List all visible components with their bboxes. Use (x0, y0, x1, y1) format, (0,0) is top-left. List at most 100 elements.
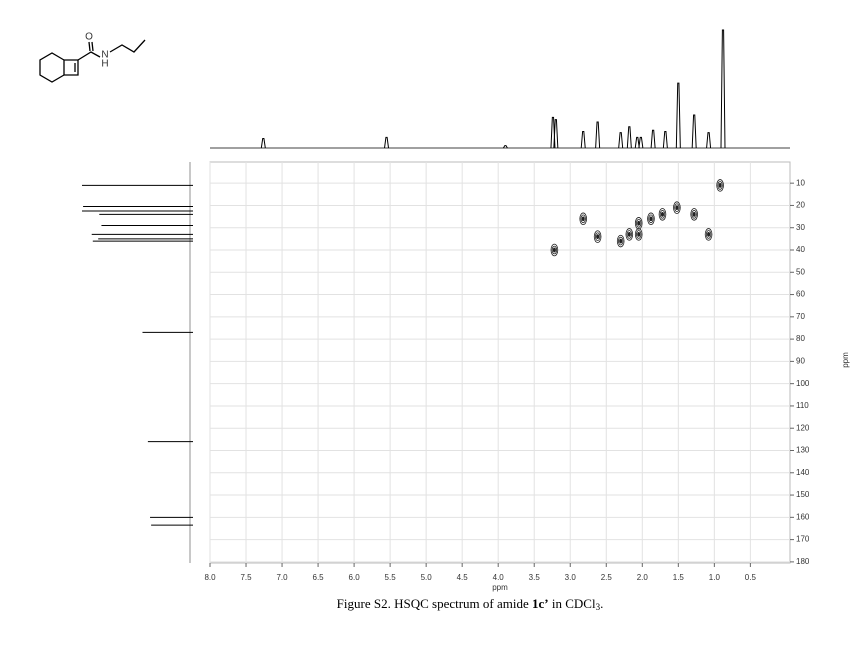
proton-peak (691, 114, 697, 149)
x-tick-label: 6.0 (349, 573, 361, 582)
caption-text: Figure S2. HSQC spectrum of amide (337, 596, 532, 611)
x-tick-label: 4.5 (457, 573, 469, 582)
y-tick-label: 140 (796, 468, 810, 477)
cross-peak (717, 181, 723, 190)
y-tick-label: 130 (796, 446, 810, 455)
proton-peak (720, 29, 726, 149)
caption-subscript: 3 (596, 602, 601, 612)
cross-peak (634, 228, 643, 241)
proton-peak (502, 145, 508, 149)
cross-peak (674, 203, 680, 212)
x-tick-label: 2.5 (601, 573, 613, 582)
cross-peak (704, 228, 713, 241)
proton-peak (638, 136, 644, 149)
carbonyl-2 (91, 41, 94, 52)
y-tick-label: 70 (796, 312, 805, 321)
y-tick-label: 170 (796, 535, 810, 544)
proton-peak (634, 136, 640, 149)
cross-peak (673, 201, 681, 214)
y-tick-label: 80 (796, 334, 805, 343)
y-tick-label: 90 (796, 356, 805, 365)
cross-peak (692, 212, 696, 217)
cross-peak (634, 217, 643, 230)
cross-peak (705, 230, 712, 239)
x-tick-label: 2.0 (637, 573, 649, 582)
cross-peak (636, 230, 642, 239)
proton-peak (553, 119, 559, 149)
cross-peak (707, 232, 711, 237)
cross-peak (718, 183, 722, 188)
proton-peak (580, 130, 586, 149)
cross-peak (659, 210, 666, 219)
cross-peak (649, 216, 653, 222)
proton-peak (675, 82, 681, 149)
cross-peak (596, 234, 600, 239)
y-tick-label: 110 (796, 401, 809, 410)
x-tick-label: 1.5 (673, 573, 685, 582)
x-tick-label: 8.0 (204, 573, 216, 582)
y-tick-label: 10 (796, 178, 805, 187)
cross-peak (625, 228, 634, 241)
cross-peak (637, 220, 641, 226)
y-axis-label: ppm (841, 352, 850, 368)
proton-peak (618, 132, 624, 149)
proton-peak (706, 132, 712, 149)
cross-peak (648, 214, 654, 224)
cross-peak (594, 232, 601, 241)
cross-peak (580, 214, 586, 224)
proton-peak (626, 126, 632, 149)
x-tick-label: 3.0 (565, 573, 577, 582)
proton-peak (384, 136, 390, 149)
y-tick-label: 100 (796, 379, 810, 388)
y-tick-label: 180 (796, 557, 810, 566)
cross-peak (552, 247, 556, 253)
cross-peak (550, 243, 559, 257)
propyl (109, 39, 146, 53)
x-tick-label: 7.0 (276, 573, 288, 582)
cross-peak (593, 230, 602, 243)
proton-peak (650, 129, 656, 149)
amide-chain (77, 51, 101, 61)
proton-peak (595, 121, 601, 149)
x-tick-label: 3.5 (529, 573, 541, 582)
x-tick-label: 5.0 (421, 573, 433, 582)
caption-text: . (600, 596, 603, 611)
y-tick-label: 40 (796, 245, 805, 254)
cross-peak (716, 179, 724, 192)
y-tick-label: 150 (796, 490, 810, 499)
cross-peak (691, 210, 697, 219)
y-tick-label: 30 (796, 223, 805, 232)
x-axis-label: ppm (492, 583, 508, 592)
y-tick-label: 20 (796, 201, 805, 210)
cross-peak (690, 208, 698, 221)
cross-peak (579, 212, 587, 226)
cross-peak (618, 236, 624, 246)
x-tick-label: 7.5 (240, 573, 252, 582)
caption: Figure S2. HSQC spectrum of amide 1c’ in… (337, 596, 604, 612)
caption-text: in CDCl (549, 596, 596, 611)
carbonyl (88, 41, 91, 52)
plot-frame (209, 161, 791, 564)
x-tick-label: 0.5 (745, 573, 757, 582)
cross-peak (626, 230, 632, 239)
proton-peak (260, 138, 266, 149)
y-tick-label: 160 (796, 512, 810, 521)
cross-peak (551, 245, 558, 255)
cyclobutene (63, 59, 79, 76)
x-tick-label: 1.0 (709, 573, 721, 582)
proton-peak (662, 130, 668, 149)
cross-peak (627, 232, 631, 237)
cyclohexane (39, 52, 65, 83)
atom-label: O (85, 32, 93, 43)
y-tick-label: 60 (796, 290, 805, 299)
molecule (39, 39, 146, 83)
cross-peak (675, 205, 679, 211)
cross-peak (581, 216, 585, 222)
atom-label: N (101, 50, 108, 61)
y-tick-label: 120 (796, 423, 810, 432)
cross-peak (637, 232, 641, 237)
cross-peak (658, 208, 667, 221)
caption-compound: 1c’ (532, 596, 549, 611)
